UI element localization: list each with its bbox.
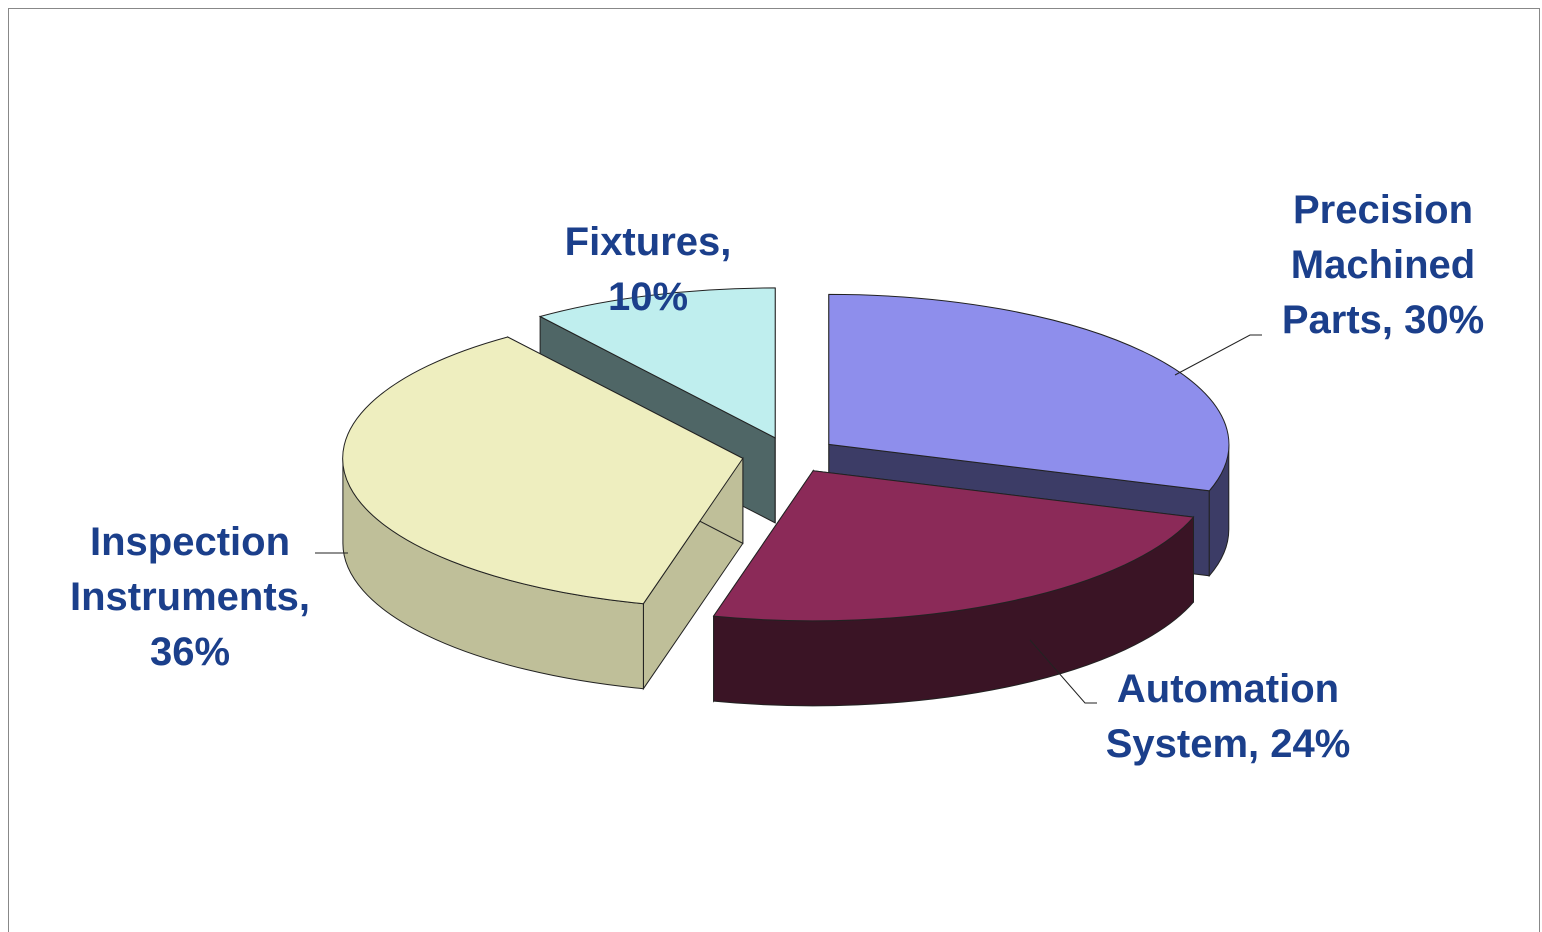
data-label: Precision Machined Parts, 30% [1281, 188, 1485, 342]
leader-line [1174, 334, 1262, 376]
slice [712, 470, 1195, 622]
data-label: Automation System, 24% [1105, 667, 1351, 766]
slice [342, 336, 744, 605]
slice [828, 293, 1230, 492]
chart-frame [8, 8, 1540, 932]
data-label: Inspection Instruments, 36% [69, 520, 311, 674]
slice [538, 287, 776, 439]
leader-line [1029, 639, 1097, 704]
data-label: Fixtures, 10% [564, 220, 732, 319]
